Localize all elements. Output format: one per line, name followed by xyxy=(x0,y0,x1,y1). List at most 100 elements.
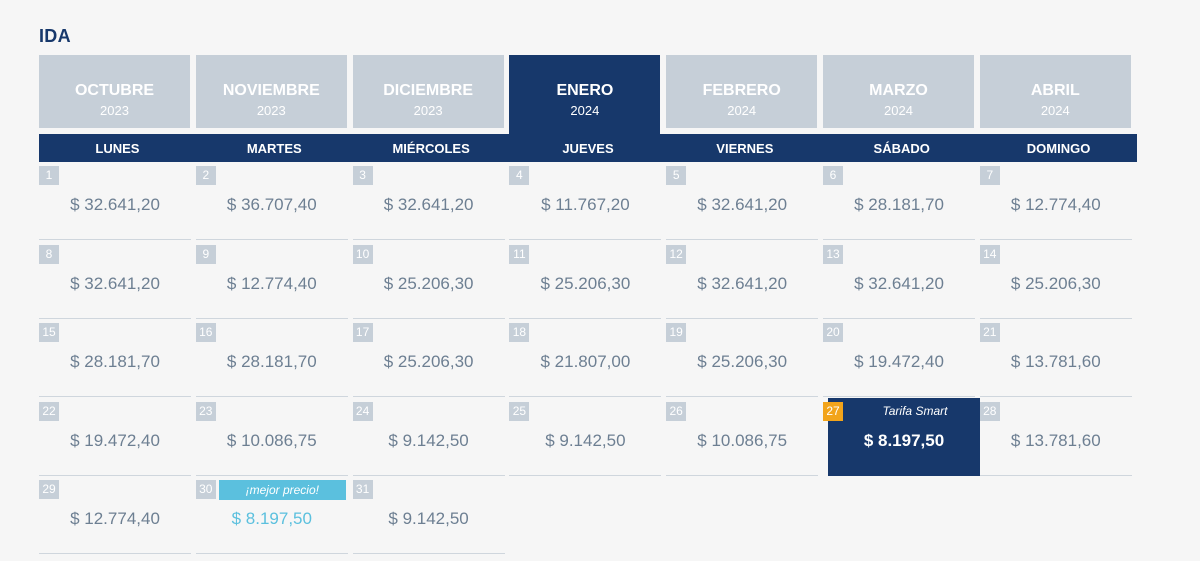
day-price: $ 36.707,40 xyxy=(226,195,317,214)
month-year: 2023 xyxy=(100,103,129,118)
calendar-day-cell[interactable]: 30 ¡mejor precio! $ 8.197,50 xyxy=(195,476,348,554)
tab-month-marzo[interactable]: MARZO 2024 xyxy=(823,55,974,128)
calendar-day-cell[interactable]: 1 $ 32.641,20 xyxy=(39,162,191,240)
calendar-day-cell[interactable]: 17 $ 25.206,30 xyxy=(352,319,505,397)
month-tabs: OCTUBRE 2023 NOVIEMBRE 2023 DICIEMBRE 2023 ENE… xyxy=(39,55,1137,134)
month-year: 2023 xyxy=(256,103,286,118)
calendar-day-cell[interactable]: 24 $ 9.142,50 xyxy=(352,398,505,476)
weekday-label: MIÉRCOLES xyxy=(392,141,470,156)
calendar-day-cell[interactable]: 15 $ 28.181,70 xyxy=(39,319,191,397)
month-name: FEBRERO xyxy=(702,82,781,99)
calendar-day-cell[interactable]: 26 $ 10.086,75 xyxy=(666,398,819,476)
weekday-label: JUEVES xyxy=(562,141,614,156)
weekday-label: SÁBADO xyxy=(873,141,930,156)
calendar-day-cell[interactable]: 18 $ 21.807,00 xyxy=(509,319,662,397)
day-number: 20 xyxy=(823,323,843,342)
day-price: $ 21.807,00 xyxy=(540,352,631,371)
calendar-day-cell[interactable]: 10 $ 25.206,30 xyxy=(352,241,505,319)
day-price: $ 32.641,20 xyxy=(697,273,788,293)
calendar-day-cell[interactable]: 6 $ 28.181,70 xyxy=(823,162,975,240)
calendar-day-cell[interactable]: 7 $ 12.774,40 xyxy=(979,162,1132,240)
section-title: IDA xyxy=(39,26,71,46)
day-price: $ 8.197,50 xyxy=(231,509,312,528)
month-name: DICIEMBRE xyxy=(383,82,473,99)
month-name: NOVIEMBRE xyxy=(222,82,320,99)
day-price: $ 19.472,40 xyxy=(70,430,160,450)
tab-month-noviembre[interactable]: NOVIEMBRE 2023 xyxy=(195,55,347,128)
day-number: 22 xyxy=(39,401,59,421)
day-price: $ 12.774,40 xyxy=(226,273,317,293)
day-number: 13 xyxy=(823,244,843,264)
weekday-header: LUNES MARTES MIÉRCOLES JUEVES VIERNES SÁBADO D… xyxy=(39,134,1137,162)
month-year: 2024 xyxy=(884,103,913,118)
day-number: 8 xyxy=(39,244,59,264)
day-number: 1 xyxy=(39,166,59,185)
calendar-grid: 1 $ 32.641,20 2 $ 36.707,40 3 $ 32.641,20 4 $ 1… xyxy=(39,162,1137,561)
month-name: ENERO xyxy=(556,82,614,99)
day-number: 25 xyxy=(509,401,530,421)
day-number: 3 xyxy=(352,166,373,185)
day-number: 27 xyxy=(823,401,843,421)
tab-month-abril[interactable]: ABRIL 2024 xyxy=(979,55,1131,128)
day-price: $ 10.086,75 xyxy=(697,430,788,450)
tab-month-octubre[interactable]: OCTUBRE 2023 xyxy=(39,55,190,128)
day-price: $ 32.641,20 xyxy=(383,195,474,214)
calendar-day-cell[interactable]: 19 $ 25.206,30 xyxy=(666,319,819,397)
weekday-label: DOMINGO xyxy=(1026,141,1091,156)
day-number: 17 xyxy=(352,323,373,342)
day-price: $ 12.774,40 xyxy=(70,509,160,528)
calendar-day-cell[interactable]: 9 $ 12.774,40 xyxy=(195,241,348,319)
day-price: $ 32.641,20 xyxy=(70,273,160,293)
day-number: 21 xyxy=(979,323,1000,342)
day-price: $ 25.206,30 xyxy=(1010,273,1101,293)
weekday-label: MARTES xyxy=(246,141,302,156)
day-price: $ 25.206,30 xyxy=(383,273,474,293)
calendar-day-cell[interactable]: 31 $ 9.142,50 xyxy=(352,476,505,554)
calendar-day-cell[interactable]: 4 $ 11.767,20 xyxy=(509,162,662,240)
calendar-day-cell[interactable]: 13 $ 32.641,20 xyxy=(823,241,975,319)
calendar-day-cell[interactable]: 20 $ 19.472,40 xyxy=(823,319,975,397)
calendar-day-cell[interactable]: 12 $ 32.641,20 xyxy=(666,241,819,319)
day-number: 9 xyxy=(195,244,216,264)
day-price: $ 13.781,60 xyxy=(1010,430,1101,450)
weekday-label: VIERNES xyxy=(716,141,774,156)
calendar-day-cell[interactable]: 21 $ 13.781,60 xyxy=(979,319,1132,397)
calendar-day-cell[interactable]: 25 $ 9.142,50 xyxy=(509,398,662,476)
day-number: 5 xyxy=(666,166,687,185)
day-price: $ 10.086,75 xyxy=(226,430,317,450)
day-number: 7 xyxy=(979,166,1000,185)
calendar-day-cell[interactable]: 27 Tarifa Smart $ 8.197,50 xyxy=(823,397,980,476)
calendar-day-cell[interactable]: 2 $ 36.707,40 xyxy=(195,162,348,240)
calendar-day-cell[interactable]: 16 $ 28.181,70 xyxy=(195,319,348,397)
day-number: 23 xyxy=(195,401,216,421)
tab-month-diciembre[interactable]: DICIEMBRE 2023 xyxy=(352,55,504,128)
day-price: $ 28.181,70 xyxy=(226,352,317,371)
day-price: $ 32.641,20 xyxy=(854,273,944,293)
day-number: 11 xyxy=(509,244,530,264)
day-price: $ 32.641,20 xyxy=(697,195,788,214)
day-price: $ 13.781,60 xyxy=(1010,352,1101,371)
day-number: 31 xyxy=(352,480,373,499)
calendar-day-cell[interactable]: 22 $ 19.472,40 xyxy=(39,398,191,476)
month-year: 2023 xyxy=(413,103,443,118)
day-price: $ 19.472,40 xyxy=(854,352,944,371)
calendar-day-cell[interactable]: 28 $ 13.781,60 xyxy=(979,398,1132,476)
tab-month-febrero[interactable]: FEBRERO 2024 xyxy=(666,55,818,128)
calendar-day-cell[interactable]: 8 $ 32.641,20 xyxy=(39,241,191,319)
tab-month-enero[interactable]: ENERO 2024 xyxy=(509,55,661,134)
calendar-day-cell[interactable]: 5 $ 32.641,20 xyxy=(666,162,819,240)
calendar-day-cell[interactable]: 23 $ 10.086,75 xyxy=(195,398,348,476)
day-number: 2 xyxy=(195,166,216,185)
calendar-day-cell[interactable]: 11 $ 25.206,30 xyxy=(509,241,662,319)
day-number: 26 xyxy=(666,401,687,421)
day-price: $ 25.206,30 xyxy=(540,273,631,293)
day-number: 4 xyxy=(509,166,530,185)
month-name: ABRIL xyxy=(1030,82,1080,99)
day-number: 12 xyxy=(666,244,687,264)
calendar-day-cell[interactable]: 29 $ 12.774,40 xyxy=(39,476,191,554)
day-price: $ 25.206,30 xyxy=(697,352,788,371)
calendar-day-cell[interactable]: 14 $ 25.206,30 xyxy=(979,241,1132,319)
day-number: 24 xyxy=(352,401,373,421)
calendar-day-cell[interactable]: 3 $ 32.641,20 xyxy=(352,162,505,240)
day-number: 10 xyxy=(352,244,373,264)
